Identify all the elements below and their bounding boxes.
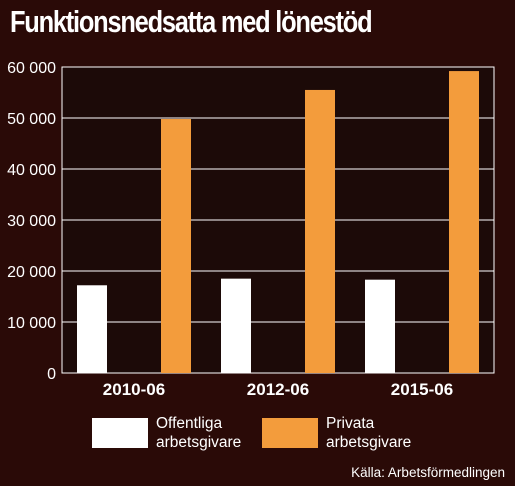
- y-axis-ticks: 0 10 000 20 000 30 000 40 000 50 000 60 000: [7, 60, 56, 383]
- bar-offentliga-2012-06: [221, 278, 251, 373]
- legend-swatch-privata: [262, 418, 318, 448]
- y-tick-label: 10 000: [7, 315, 56, 332]
- bar-privata-2010-06: [161, 119, 191, 374]
- legend-privata: Privata arbetsgivare: [262, 414, 446, 452]
- legend-swatch-offentliga: [92, 418, 148, 448]
- bars: [77, 71, 479, 374]
- bar-privata-2015-06: [449, 71, 479, 373]
- x-tick-label: 2015-06: [391, 380, 453, 399]
- x-axis-ticks: 2010-06 2012-06 2015-06: [103, 380, 453, 399]
- legend-label-privata-line1: Privata: [326, 415, 375, 432]
- x-tick-label: 2010-06: [103, 380, 165, 399]
- y-tick-label: 60 000: [7, 60, 56, 77]
- legend-label-offentliga-line2: arbetsgivare: [156, 434, 242, 451]
- bar-offentliga-2010-06: [77, 285, 107, 373]
- y-tick-label: 50 000: [7, 111, 56, 128]
- y-tick-label: 0: [47, 366, 56, 383]
- legend-label-privata: Privata arbetsgivare: [326, 414, 446, 452]
- y-tick-label: 20 000: [7, 264, 56, 281]
- source-note: Källa: Arbetsförmedlingen: [351, 465, 505, 480]
- grid-lines: [62, 66, 494, 374]
- legend-offentliga: Offentliga arbetsgivare: [92, 414, 276, 452]
- y-tick-label: 40 000: [7, 162, 56, 179]
- x-tick-label: 2012-06: [247, 380, 309, 399]
- bar-privata-2012-06: [305, 89, 335, 373]
- legend-label-offentliga: Offentliga arbetsgivare: [156, 414, 276, 452]
- y-tick-label: 30 000: [7, 213, 56, 230]
- legend-label-offentliga-line1: Offentliga: [156, 415, 223, 432]
- legend-label-privata-line2: arbetsgivare: [326, 434, 412, 451]
- bar-offentliga-2015-06: [365, 279, 395, 373]
- chart-title: Funktionsnedsatta med lönestöd: [10, 4, 373, 39]
